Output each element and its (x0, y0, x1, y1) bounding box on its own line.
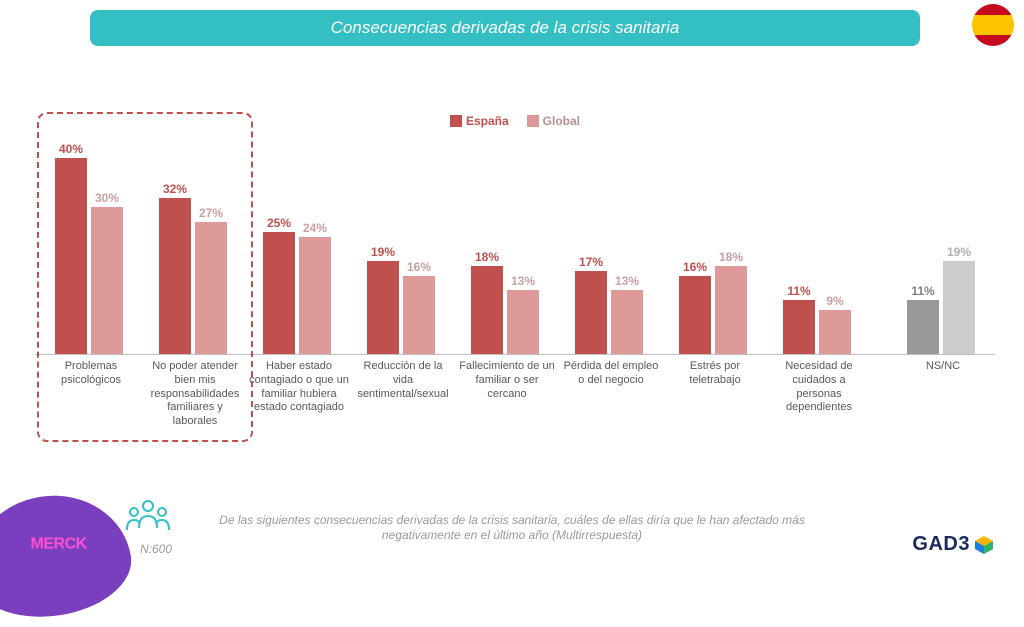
bar-value-label: 13% (611, 274, 643, 288)
category-label: Reducción de la vida sentimental/sexual (353, 360, 453, 401)
bar-value-label: 19% (943, 245, 975, 259)
page-title: Consecuencias derivadas de la crisis san… (331, 18, 680, 38)
category-label: Pérdida del empleo o del negocio (561, 360, 661, 388)
legend-swatch-icon (450, 115, 462, 127)
category-label: Estrés por teletrabajo (665, 360, 765, 388)
merck-logo: MERCK (0, 485, 138, 626)
bar-value-label: 9% (819, 294, 851, 308)
category-label: Haber estado contagiado o que un familia… (249, 360, 349, 415)
bar-value-label: 11% (907, 284, 939, 298)
bar: 19% (367, 261, 399, 354)
people-icon (125, 498, 171, 538)
bar: 13% (507, 290, 539, 354)
legend-item-espana: España (450, 114, 509, 128)
category-label: Fallecimiento de un familiar o ser cerca… (457, 360, 557, 401)
bar: 16% (679, 276, 711, 354)
title-bar: Consecuencias derivadas de la crisis san… (90, 10, 920, 46)
spain-flag-icon (972, 4, 1014, 46)
highlight-box (37, 112, 253, 442)
bar: 9% (819, 310, 851, 354)
legend-label: España (466, 114, 509, 128)
bar: 16% (403, 276, 435, 354)
bar-value-label: 24% (299, 221, 331, 235)
bar-value-label: 19% (367, 245, 399, 259)
cube-icon (974, 535, 994, 555)
bar-value-label: 18% (715, 250, 747, 264)
gad3-logo-text: GAD3 (912, 533, 970, 556)
bar: 18% (471, 266, 503, 354)
chart-legend: España Global (450, 114, 580, 128)
bar-value-label: 17% (575, 255, 607, 269)
bar-value-label: 16% (679, 260, 711, 274)
merck-logo-text: MERCK (30, 536, 86, 554)
bar: 13% (611, 290, 643, 354)
bar: 11% (783, 300, 815, 354)
bar-value-label: 16% (403, 260, 435, 274)
legend-label: Global (543, 114, 580, 128)
bar: 17% (575, 271, 607, 354)
question-text: De las siguientes consecuencias derivada… (200, 513, 824, 544)
bar-value-label: 18% (471, 250, 503, 264)
gad3-logo: GAD3 (912, 533, 994, 556)
category-label: NS/NC (893, 360, 993, 374)
bar: 18% (715, 266, 747, 354)
bar-chart: España Global 40%30%32%27%25%24%19%16%18… (35, 120, 995, 400)
bar: 25% (263, 232, 295, 354)
legend-item-global: Global (527, 114, 580, 128)
category-label: Necesidad de cuidados a personas dependi… (769, 360, 869, 415)
sample-size: N:600 (140, 542, 172, 556)
bar-value-label: 13% (507, 274, 539, 288)
bar-value-label: 25% (263, 216, 295, 230)
bar: 11% (907, 300, 939, 354)
legend-swatch-icon (527, 115, 539, 127)
bar-value-label: 11% (783, 284, 815, 298)
bar: 24% (299, 237, 331, 354)
bar: 19% (943, 261, 975, 354)
